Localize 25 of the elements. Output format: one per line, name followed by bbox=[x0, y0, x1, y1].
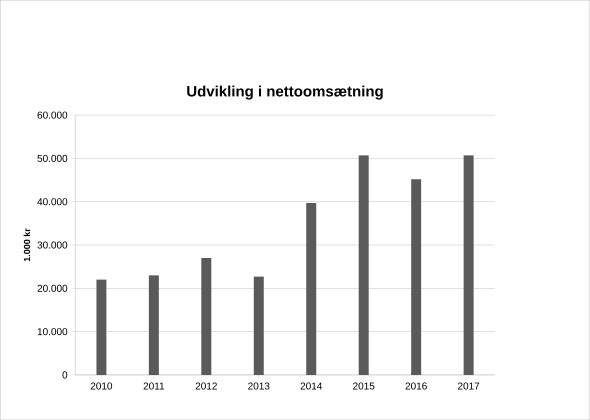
bar bbox=[306, 202, 316, 375]
x-tick-label: 2013 bbox=[248, 382, 270, 390]
y-tick-label: 50.000 bbox=[37, 154, 68, 162]
bar bbox=[254, 276, 264, 375]
x-tick-label: 2016 bbox=[406, 382, 427, 390]
bar bbox=[148, 275, 159, 375]
x-tick-label: 2011 bbox=[144, 382, 164, 390]
x-tick-label: 2014 bbox=[300, 382, 322, 390]
x-tick-label: 2017 bbox=[458, 382, 480, 390]
y-tick-label: 20.000 bbox=[38, 284, 68, 292]
x-tick-label: 2010 bbox=[90, 382, 112, 390]
y-axis-title: 1.000 kr bbox=[24, 228, 30, 262]
y-tick-label: 40.000 bbox=[37, 198, 68, 206]
y-tick-label: 30.000 bbox=[37, 241, 68, 249]
bar bbox=[464, 155, 474, 375]
chart-title: Udvikling i nettoomsætning bbox=[187, 86, 383, 100]
y-tick-label: 60.000 bbox=[38, 112, 68, 119]
x-tick-label: 2015 bbox=[353, 382, 374, 390]
y-tick-label: 0 bbox=[62, 371, 68, 378]
bar bbox=[201, 258, 212, 375]
y-tick-label: 10.000 bbox=[38, 328, 68, 336]
bar bbox=[96, 280, 106, 375]
bar bbox=[358, 155, 369, 375]
bar bbox=[411, 179, 422, 375]
x-tick-label: 2012 bbox=[196, 382, 217, 390]
